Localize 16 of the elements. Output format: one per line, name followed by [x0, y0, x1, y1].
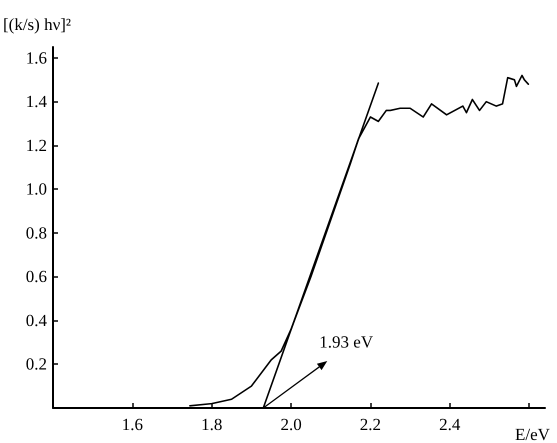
x-tick-label: 2.0 — [280, 415, 302, 434]
annotation: 1.93 eV — [319, 332, 374, 352]
y-tick-label: 0.6 — [26, 267, 47, 286]
y-tick-label: 0.8 — [26, 223, 47, 242]
y-tick-label: 0.4 — [26, 310, 48, 330]
x-tick-label: 1.6 — [122, 415, 143, 434]
x-tick-label: 2.4 — [439, 415, 461, 434]
y-tick-label: 0.2 — [26, 354, 47, 374]
x-tick-label: 1.8 — [201, 415, 222, 434]
y-tick-label: 1.4 — [26, 92, 48, 112]
x-axis-title: E/eV — [515, 425, 551, 443]
x-tick-label: 2.2 — [360, 415, 382, 434]
y-tick-label: 1.0 — [26, 180, 47, 199]
y-tick-label: 1.2 — [26, 136, 47, 155]
y-axis-title: [(k/s) hν]² — [3, 15, 72, 34]
y-tick-label: 1.6 — [26, 48, 47, 68]
